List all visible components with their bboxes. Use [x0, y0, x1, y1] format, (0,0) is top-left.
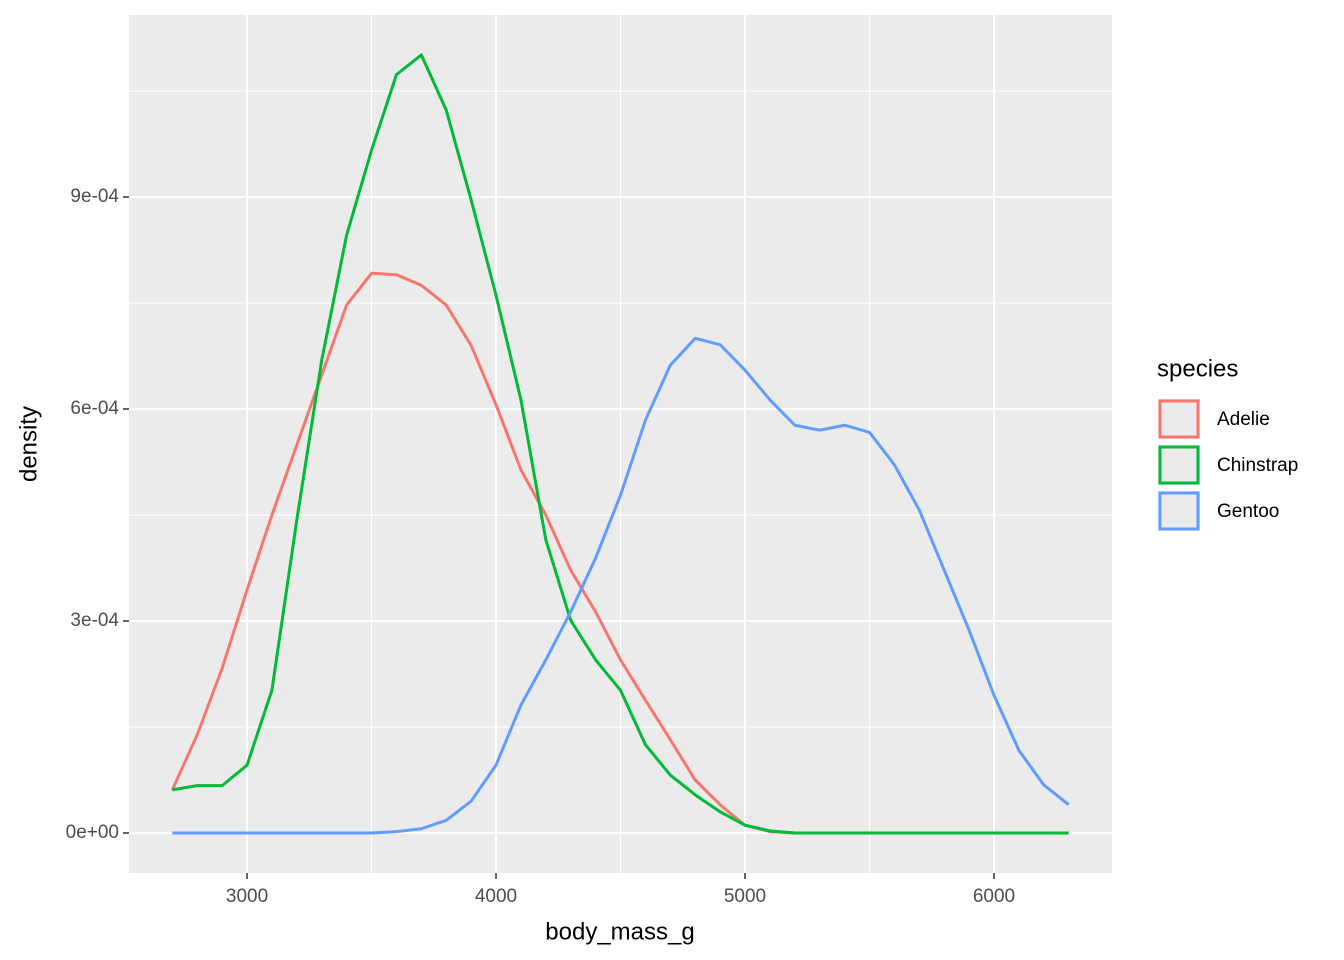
y-tick-label: 6e-04 [70, 398, 119, 419]
legend-title: species [1157, 355, 1238, 382]
legend-key-bg [1158, 491, 1200, 531]
x-tick-label: 3000 [226, 886, 268, 907]
x-tick-label: 6000 [973, 886, 1015, 907]
legend-key [1158, 399, 1200, 439]
y-tick-label: 3e-04 [70, 610, 119, 631]
x-tick-label: 4000 [475, 886, 517, 907]
legend-key-bg [1158, 445, 1200, 485]
legend-key [1158, 445, 1200, 485]
y-tick-label: 0e+00 [66, 822, 119, 843]
x-tick-label: 5000 [724, 886, 766, 907]
legend-key-bg [1158, 399, 1200, 439]
legend-label: Gentoo [1217, 501, 1279, 522]
y-tick-label: 9e-04 [70, 186, 119, 207]
x-axis-label: body_mass_g [545, 918, 694, 945]
legend-label: Adelie [1217, 409, 1270, 430]
y-axis-label: density [15, 406, 42, 482]
density-line [172, 336, 1070, 835]
density-line [172, 53, 1069, 835]
legend-key [1158, 491, 1200, 531]
legend-label: Chinstrap [1217, 455, 1298, 476]
